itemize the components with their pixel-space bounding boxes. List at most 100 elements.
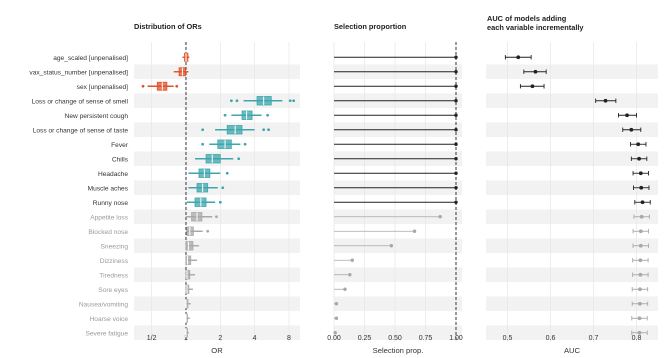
row-band — [334, 296, 462, 311]
lollipop-point — [348, 273, 352, 277]
variable-label: Loss or change of sense of taste — [33, 127, 129, 134]
outlier-point — [201, 142, 205, 146]
lollipop-point — [454, 157, 458, 161]
outlier-point — [262, 128, 266, 132]
variable-label: Nausea/vomiting — [79, 301, 128, 308]
lollipop-point — [454, 128, 458, 132]
row-band — [486, 151, 658, 166]
variable-label: vax_status_number [unpenalised] — [29, 69, 128, 76]
lollipop-point — [412, 229, 417, 233]
row-band — [134, 325, 300, 340]
lollipop-point — [334, 316, 339, 320]
variable-label: Hoarse voice — [90, 316, 129, 323]
or-distribution-panel: 1/21248OR — [141, 42, 296, 355]
box — [185, 255, 192, 265]
auc-point — [530, 84, 535, 89]
lollipop-point — [454, 99, 458, 103]
auc-point — [637, 316, 642, 321]
selection-proportion-panel: 0.000.250.500.751.00Selection prop. — [327, 42, 463, 355]
variable-label: Tiredness — [99, 272, 128, 279]
panel-title-line: each variable incrementally — [487, 23, 584, 32]
outlier-point — [229, 99, 233, 103]
box — [205, 154, 221, 164]
auc-point — [629, 127, 634, 132]
row-band — [334, 238, 462, 253]
outlier-point — [215, 215, 218, 219]
auc-point — [636, 142, 641, 147]
auc-point — [516, 55, 521, 60]
x-tick-label: 0.75 — [419, 335, 433, 342]
row-band — [486, 209, 658, 224]
panel-titles: Distribution of ORs Selection proportion A… — [134, 14, 584, 32]
lollipop-point — [333, 331, 337, 335]
x-tick-label: 0.5 — [503, 335, 513, 342]
variable-label: Dizziness — [100, 258, 129, 265]
lollipop-point — [438, 215, 442, 219]
variable-label: Severe fatigue — [85, 330, 128, 337]
lollipop-point — [454, 186, 458, 190]
auc-point — [639, 214, 644, 219]
lollipop-point — [454, 55, 458, 59]
variable-label: New persistent cough — [65, 113, 129, 120]
row-band — [486, 325, 658, 340]
x-axis-label: OR — [211, 346, 223, 355]
x-axis-label: AUC — [564, 346, 581, 355]
auc-point — [533, 69, 538, 74]
x-tick-label: 0.6 — [546, 335, 556, 342]
box — [185, 270, 191, 280]
row-band — [334, 267, 462, 282]
outlier-point — [221, 186, 225, 190]
x-tick-label: 1/2 — [147, 335, 157, 342]
row-band — [486, 296, 658, 311]
outlier-point — [223, 113, 227, 117]
row-band — [486, 180, 658, 195]
row-band — [486, 122, 658, 137]
lollipop-point — [454, 142, 458, 146]
lollipop-point — [350, 258, 354, 262]
lollipop-point — [454, 171, 458, 175]
variable-label: sex [unpenalised] — [77, 84, 128, 91]
outlier-point — [201, 128, 205, 132]
panel-title: Distribution of ORs — [134, 22, 202, 31]
outlier-point — [237, 157, 241, 161]
row-band — [334, 325, 462, 340]
x-tick-label: 0.50 — [388, 335, 402, 342]
row-band — [134, 64, 300, 79]
auc-point — [638, 287, 642, 292]
lollipop-point — [454, 84, 458, 88]
auc-point — [640, 200, 645, 205]
variable-label: age_scaled [unpenalised] — [53, 55, 128, 62]
x-tick-label: 8 — [287, 335, 291, 342]
outlier-point — [141, 84, 145, 88]
row-band — [486, 267, 658, 282]
variable-label: Muscle aches — [88, 185, 129, 192]
auc-point — [638, 243, 643, 248]
lollipop-point — [343, 287, 347, 291]
x-tick-label: 0.00 — [327, 335, 341, 342]
variable-label: Runny nose — [93, 200, 129, 207]
x-tick-label: 0.7 — [589, 335, 599, 342]
lollipop-point — [454, 200, 458, 204]
outlier-point — [292, 99, 296, 103]
x-tick-label: 0.8 — [632, 335, 642, 342]
auc-point — [638, 229, 643, 234]
variable-label: Sore eyes — [98, 287, 128, 294]
outlier-point — [235, 99, 239, 103]
x-axis-label: Selection prop. — [373, 346, 424, 355]
auc-point — [637, 330, 642, 335]
outlier-point — [175, 84, 179, 88]
auc-point — [638, 258, 643, 263]
auc-panel: 0.5 0.6 0.7 0.8 AUC — [503, 42, 651, 355]
lollipop-point — [334, 302, 339, 306]
panel-title: Selection proportion — [334, 22, 407, 31]
auc-point — [638, 272, 643, 277]
outlier-point — [266, 113, 270, 117]
outlier-point — [206, 229, 210, 233]
variable-labels: age_scaled [unpenalised] vax_status_numbe… — [29, 55, 128, 338]
outlier-point — [288, 99, 292, 103]
variable-label: Loss or change of sense of smell — [32, 98, 129, 105]
outlier-point — [225, 171, 229, 175]
auc-point — [637, 156, 641, 161]
variable-label: Chills — [112, 156, 129, 163]
